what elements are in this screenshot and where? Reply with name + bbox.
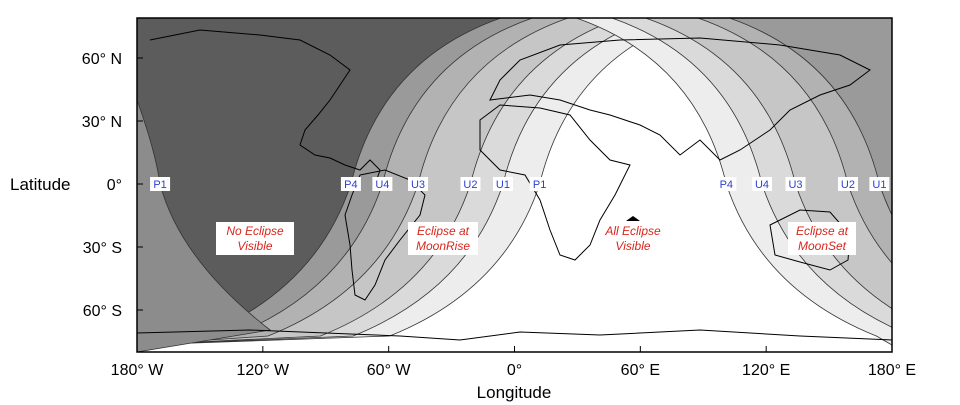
contour-label-p4: P4 — [340, 177, 361, 191]
region-text: All Eclipse — [604, 224, 661, 238]
contour-label-u2: U2 — [837, 177, 858, 191]
contour-labels: P1 U1 U2 U3 U4 P4 P1 P4 U4 U3 U2 U1 — [150, 177, 890, 191]
map-frame — [136, 17, 893, 353]
contour-label-u2: U2 — [460, 177, 481, 191]
x-tick-label: 0° — [507, 362, 522, 379]
visibility-bands — [137, 18, 892, 352]
contour-label-p1: P1 — [529, 177, 550, 191]
x-tick-label: 180° E — [868, 362, 916, 379]
axis-ticks: 180° W 120° W 60° W 0° 60° E 120° E 180° E 60° … — [82, 51, 916, 379]
contour-label-u1: U1 — [869, 177, 890, 191]
antarctica-outline — [137, 329, 892, 341]
y-tick-label: 0° — [107, 177, 122, 194]
contour-label-u3: U3 — [785, 177, 806, 191]
contour-label-u4: U4 — [372, 177, 393, 191]
contour-label-u4: U4 — [751, 177, 772, 191]
svg-text:U1: U1 — [496, 179, 510, 191]
x-tick-label: 120° W — [237, 362, 291, 379]
region-label-all-eclipse: All Eclipse Visible — [604, 216, 661, 253]
svg-text:P1: P1 — [533, 179, 546, 191]
region-label-no-eclipse: No Eclipse Visible — [216, 222, 294, 255]
region-label-moonset: Eclipse at MoonSet — [788, 222, 856, 255]
svg-text:U4: U4 — [375, 179, 389, 191]
region-text: Eclipse at — [796, 224, 849, 238]
svg-text:P1: P1 — [153, 179, 166, 191]
contour-label-u3: U3 — [408, 177, 429, 191]
region-text: Visible — [237, 239, 272, 253]
contour-label-u1: U1 — [492, 177, 513, 191]
y-tick-label: 60° N — [82, 51, 122, 68]
svg-text:U2: U2 — [841, 179, 855, 191]
region-label-moonrise: Eclipse at MoonRise — [408, 222, 478, 255]
y-tick-label: 30° N — [82, 114, 122, 131]
svg-text:U2: U2 — [463, 179, 477, 191]
y-tick-label: 60° S — [83, 303, 122, 320]
australia-outline — [769, 209, 851, 271]
y-axis-title: Latitude — [10, 175, 71, 194]
region-text: MoonRise — [416, 239, 470, 253]
y-tick-label: 30° S — [83, 240, 122, 257]
contour-label-p4: P4 — [716, 177, 737, 191]
region-text: Visible — [615, 239, 650, 253]
x-tick-label: 120° E — [742, 362, 790, 379]
svg-text:U3: U3 — [411, 179, 425, 191]
band-p1-wrap — [137, 18, 272, 352]
x-tick-label: 60° W — [367, 362, 412, 379]
eurasia-outline — [489, 37, 871, 161]
coastlines — [137, 29, 892, 341]
region-text: MoonSet — [798, 239, 847, 253]
north-america-outline — [149, 29, 381, 186]
svg-text:U4: U4 — [755, 179, 769, 191]
contour-label-p1: P1 — [150, 177, 171, 191]
svg-text:P4: P4 — [720, 179, 733, 191]
x-tick-label: 180° W — [111, 362, 165, 379]
x-axis-title: Longitude — [477, 383, 552, 402]
svg-text:P4: P4 — [344, 179, 357, 191]
subsolar-moon-marker-icon — [626, 216, 640, 221]
region-text: Eclipse at — [417, 224, 470, 238]
x-tick-label: 60° E — [621, 362, 660, 379]
africa-outline — [479, 104, 631, 261]
svg-text:U3: U3 — [788, 179, 802, 191]
region-text: No Eclipse — [226, 224, 284, 238]
svg-text:U1: U1 — [872, 179, 886, 191]
